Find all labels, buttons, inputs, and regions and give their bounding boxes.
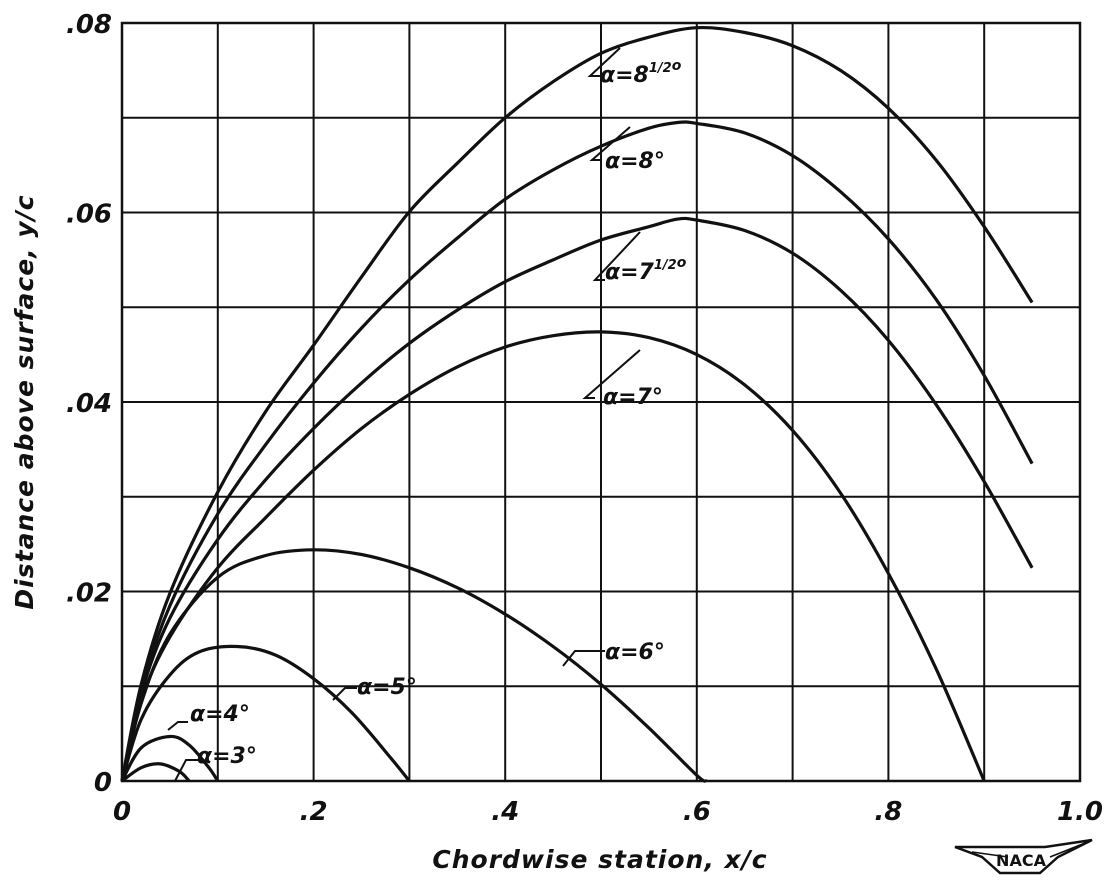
leader-alpha-3 (174, 759, 198, 782)
leader-alpha-7 (582, 349, 641, 399)
label-alpha-4: α=4° (190, 702, 250, 727)
y-tick-label: 0 (94, 768, 112, 798)
label-alpha-3: α=3° (197, 744, 257, 769)
leader-alpha-8 (589, 126, 631, 161)
naca-wings-icon (954, 838, 1093, 875)
series-line-0 (121, 762, 191, 783)
label-alpha-8-5: α=81/2o (600, 58, 682, 88)
x-axis-label: Chordwise station, x/c (432, 845, 767, 874)
x-tick-label: .2 (300, 797, 328, 827)
x-tick-label: .8 (874, 797, 902, 827)
series-line-7 (120, 25, 1034, 782)
leader-alpha-7-5 (592, 231, 641, 281)
naca-logo-text: NACA (996, 851, 1047, 870)
x-tick-label: 0 (113, 797, 131, 827)
label-alpha-7-5: α=71/2o (605, 255, 687, 285)
x-tick-label: .4 (491, 797, 519, 827)
label-alpha-8: α=8° (605, 149, 665, 174)
y-axis-label: Distance above surface, y/c (10, 194, 39, 609)
label-alpha-7: α=7° (603, 385, 663, 410)
x-tick-label: .6 (683, 797, 711, 827)
y-tick-label: .04 (66, 389, 112, 419)
series-line-1 (120, 734, 220, 782)
x-tick-label: 1.0 (1057, 797, 1103, 827)
plot-frame (120, 21, 1082, 783)
series-line-6 (120, 120, 1034, 782)
leader-alpha-5 (332, 687, 357, 701)
naca-logo: NACA (954, 838, 1093, 875)
y-tick-label: .06 (66, 200, 112, 230)
leader-alpha-4 (167, 721, 188, 731)
series-line-2 (120, 644, 411, 783)
grid (122, 23, 1080, 781)
y-axis-ticks: 0 .02 .04 .06 .08 (66, 10, 112, 798)
series-line-4 (120, 330, 986, 782)
leader-alpha-8-5 (587, 47, 621, 77)
curve-labels: α=81/2o α=8° α=71/2o α=7° α=6° α=5° α=4°… (167, 47, 687, 782)
label-alpha-5: α=5° (357, 675, 417, 700)
y-tick-label: .02 (66, 579, 112, 609)
x-axis-ticks: 0 .2 .4 .6 .8 1.0 (113, 797, 1103, 827)
leader-alpha-6 (562, 650, 605, 667)
curves (120, 25, 1034, 783)
label-alpha-6: α=6° (605, 640, 665, 665)
y-tick-label: .08 (66, 10, 112, 40)
series-line-5 (120, 216, 1034, 782)
